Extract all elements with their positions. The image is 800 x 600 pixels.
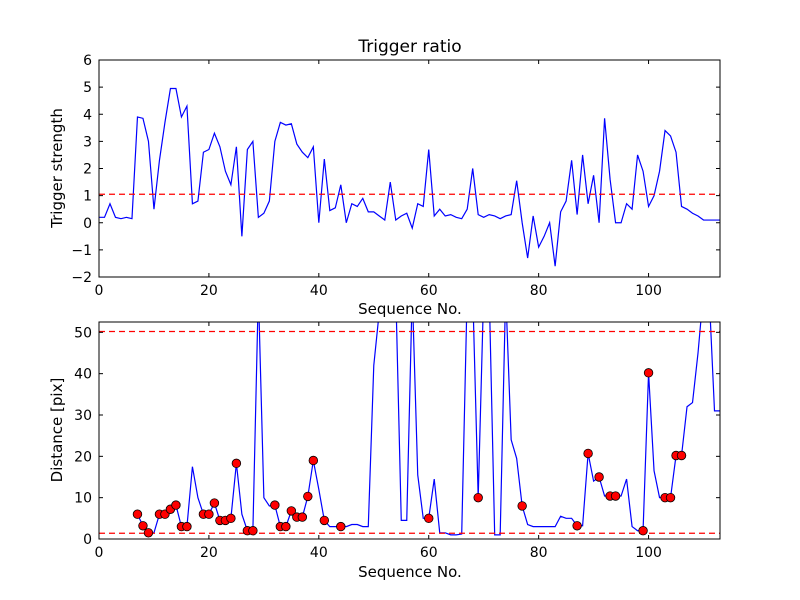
data-marker (308, 455, 319, 466)
y-tick-label: 2 (83, 162, 92, 178)
y-tick-label: −2 (71, 270, 92, 286)
chart-title: Trigger ratio (357, 37, 461, 57)
y-tick-label: 0 (83, 216, 92, 232)
data-marker (171, 500, 181, 510)
trigger-ratio-chart: Trigger ratio 0 20 40 60 80 100 −2 −1 0 1 2 3 4 5 6 Se… (48, 37, 721, 318)
x-tick-label: 40 (310, 283, 328, 299)
data-marker (676, 450, 687, 461)
plot-area: 0 20 40 60 80 100 0 10 20 30 40 50 (74, 321, 721, 561)
data-marker (336, 521, 346, 532)
y-tick-label: 6 (83, 53, 92, 69)
data-marker (270, 500, 280, 510)
x-tick-label: 40 (310, 545, 328, 561)
data-marker (286, 506, 297, 516)
x-tick-label: 0 (95, 283, 104, 299)
data-marker (297, 512, 308, 522)
data-marker (204, 509, 214, 519)
y-tick-label: 30 (74, 408, 92, 424)
data-marker (572, 521, 582, 531)
y-axis-label: Trigger strength (48, 108, 66, 229)
data-marker (132, 509, 143, 519)
x-tick-label: 20 (200, 283, 218, 299)
x-tick-label: 100 (635, 283, 662, 299)
x-tick-label: 80 (530, 545, 548, 561)
data-marker (281, 521, 291, 532)
y-tick-label: −1 (71, 243, 92, 259)
plot-frame (98, 321, 721, 540)
x-tick-label: 20 (200, 545, 218, 561)
x-tick-label: 60 (420, 545, 438, 561)
x-tick-label: 60 (420, 283, 438, 299)
y-tick-label: 50 (74, 325, 92, 341)
data-marker (248, 526, 258, 536)
data-marker (209, 498, 220, 508)
y-tick-label: 3 (83, 134, 92, 150)
data-marker (583, 448, 593, 459)
y-tick-label: 5 (83, 80, 92, 96)
y-tick-label: 20 (74, 449, 92, 465)
data-marker (143, 528, 154, 538)
data-marker (643, 368, 654, 378)
y-axis-label: Distance [pix] (48, 378, 66, 483)
x-tick-label: 0 (95, 545, 104, 561)
distance-chart: 0 20 40 60 80 100 0 10 20 30 40 50 Sequence No. Dis… (48, 321, 721, 581)
data-marker (517, 501, 527, 511)
series-line (99, 87, 720, 267)
y-tick-label: 40 (74, 367, 92, 383)
y-tick-label: 1 (83, 189, 92, 205)
x-axis-label: Sequence No. (358, 300, 462, 318)
data-marker (594, 472, 604, 482)
data-marker (303, 491, 313, 502)
y-tick-label: 4 (83, 107, 92, 123)
x-tick-label: 100 (635, 545, 662, 561)
x-axis-label: Sequence No. (358, 563, 462, 581)
x-tick-label: 80 (530, 283, 548, 299)
y-tick-label: 0 (83, 532, 92, 548)
data-marker (638, 526, 648, 536)
y-tick-label: 10 (74, 491, 92, 507)
data-marker (319, 515, 330, 526)
data-marker (424, 513, 434, 524)
data-marker (138, 521, 148, 531)
data-marker (231, 458, 242, 469)
data-marker (665, 492, 676, 503)
data-marker (473, 492, 483, 503)
data-marker (610, 491, 621, 501)
plot-area: 0 20 40 60 80 100 −2 −1 0 1 2 3 4 5 6 (71, 53, 721, 299)
data-marker (226, 513, 236, 524)
data-marker (182, 521, 192, 532)
